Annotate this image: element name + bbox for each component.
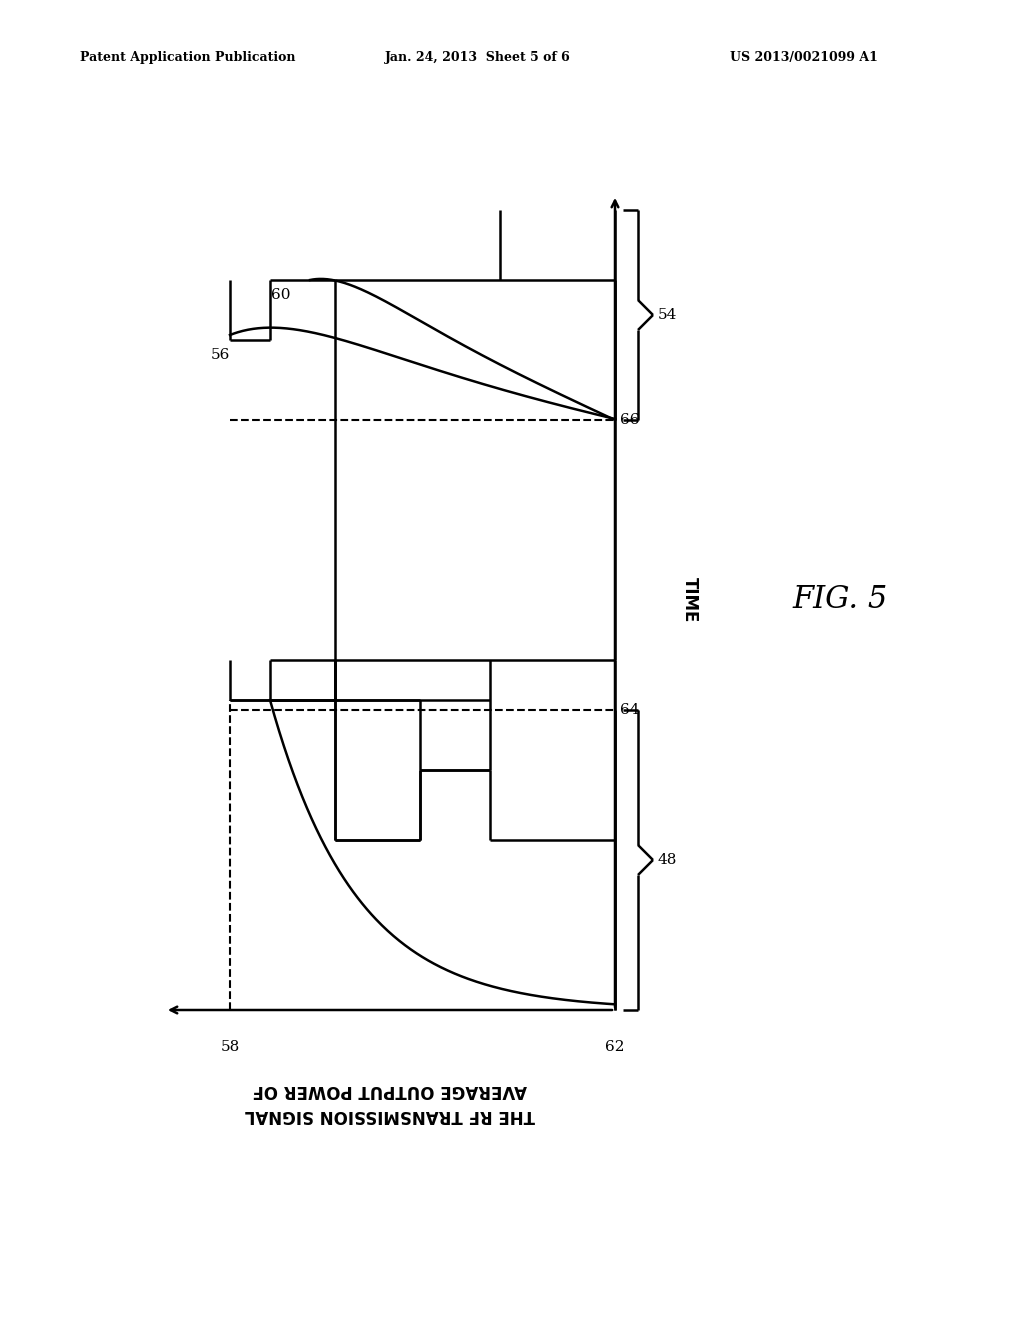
Text: TIME: TIME xyxy=(681,577,699,623)
Text: 58: 58 xyxy=(220,1040,240,1053)
Text: THE RF TRANSMISSION SIGNAL: THE RF TRANSMISSION SIGNAL xyxy=(245,1106,536,1125)
Text: 66: 66 xyxy=(620,413,640,426)
Text: 64: 64 xyxy=(620,704,640,717)
Text: 54: 54 xyxy=(658,308,677,322)
Text: 48: 48 xyxy=(658,853,677,867)
Text: US 2013/0021099 A1: US 2013/0021099 A1 xyxy=(730,50,878,63)
Text: AVERAGE OUTPUT POWER OF: AVERAGE OUTPUT POWER OF xyxy=(253,1081,527,1100)
Text: Patent Application Publication: Patent Application Publication xyxy=(80,50,296,63)
Text: 56: 56 xyxy=(211,348,230,362)
Text: FIG. 5: FIG. 5 xyxy=(793,585,888,615)
Text: Jan. 24, 2013  Sheet 5 of 6: Jan. 24, 2013 Sheet 5 of 6 xyxy=(385,50,570,63)
Text: 62: 62 xyxy=(605,1040,625,1053)
Text: 60: 60 xyxy=(270,288,290,302)
